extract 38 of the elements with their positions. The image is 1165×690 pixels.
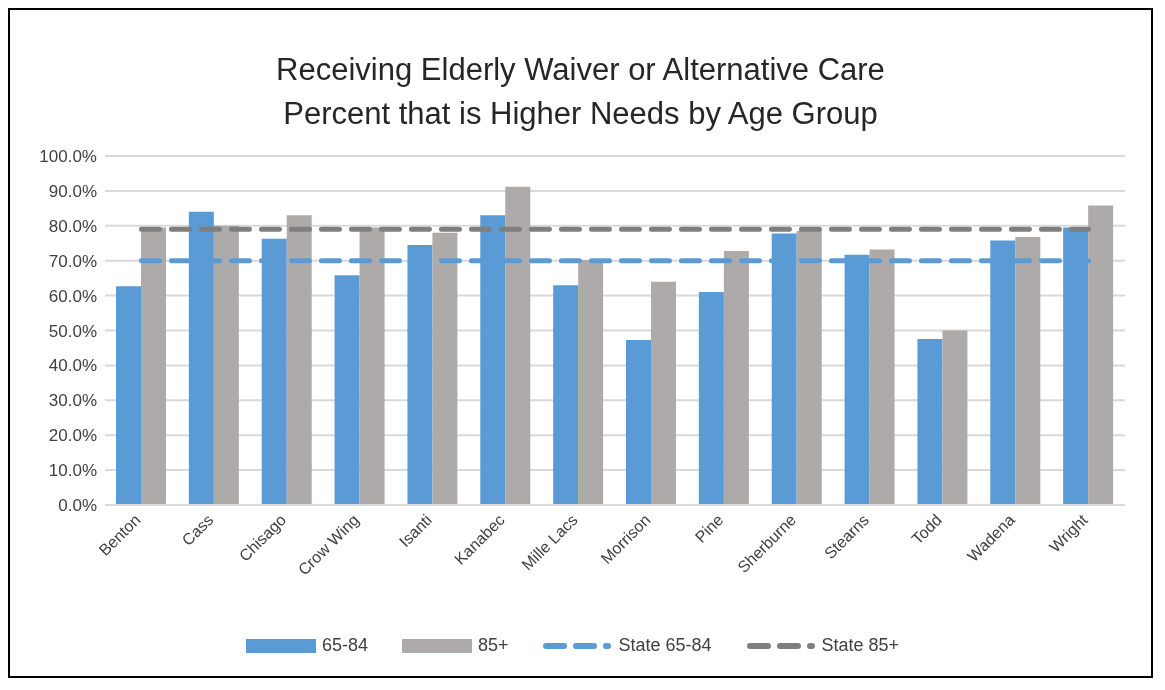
y-tick-label: 80.0% [48,216,97,236]
bar [698,292,724,505]
x-tick-label: Pine [691,511,727,546]
bar [917,338,943,505]
bar [553,285,579,505]
bar [432,232,458,505]
bar [141,227,166,505]
y-tick-label: 100.0% [39,147,97,167]
bar [1015,236,1041,505]
y-tick-label: 10.0% [48,461,97,481]
bar [651,281,676,505]
y-tick-label: 60.0% [48,286,97,306]
bar [505,186,531,505]
legend-label: State 85+ [821,635,900,656]
chart-subtitle: Percent that is Higher Needs by Age Group [282,95,879,133]
y-tick-label: 70.0% [48,251,97,271]
y-tick-label: 0.0% [58,496,97,516]
bar [626,339,651,505]
bar [334,275,360,505]
y-tick-label: 30.0% [48,391,97,411]
bar [359,227,385,505]
bar [796,231,822,505]
bar [578,260,604,505]
y-tick-label: 20.0% [48,426,97,446]
y-tick-label: 40.0% [48,356,97,376]
bar [116,286,141,505]
bar [942,330,968,505]
legend-label: 65-84 [321,635,368,656]
bar [213,225,239,505]
bar [869,249,895,505]
bar [1088,205,1114,505]
y-tick-label: 90.0% [48,181,97,201]
chart-title: Receiving Elderly Waiver or Alternative Care [275,51,886,89]
legend-label: State 65-84 [618,635,712,656]
legend-label: 85+ [477,635,509,656]
y-tick-label: 50.0% [48,321,97,341]
bar [723,250,749,505]
bar [286,215,312,505]
